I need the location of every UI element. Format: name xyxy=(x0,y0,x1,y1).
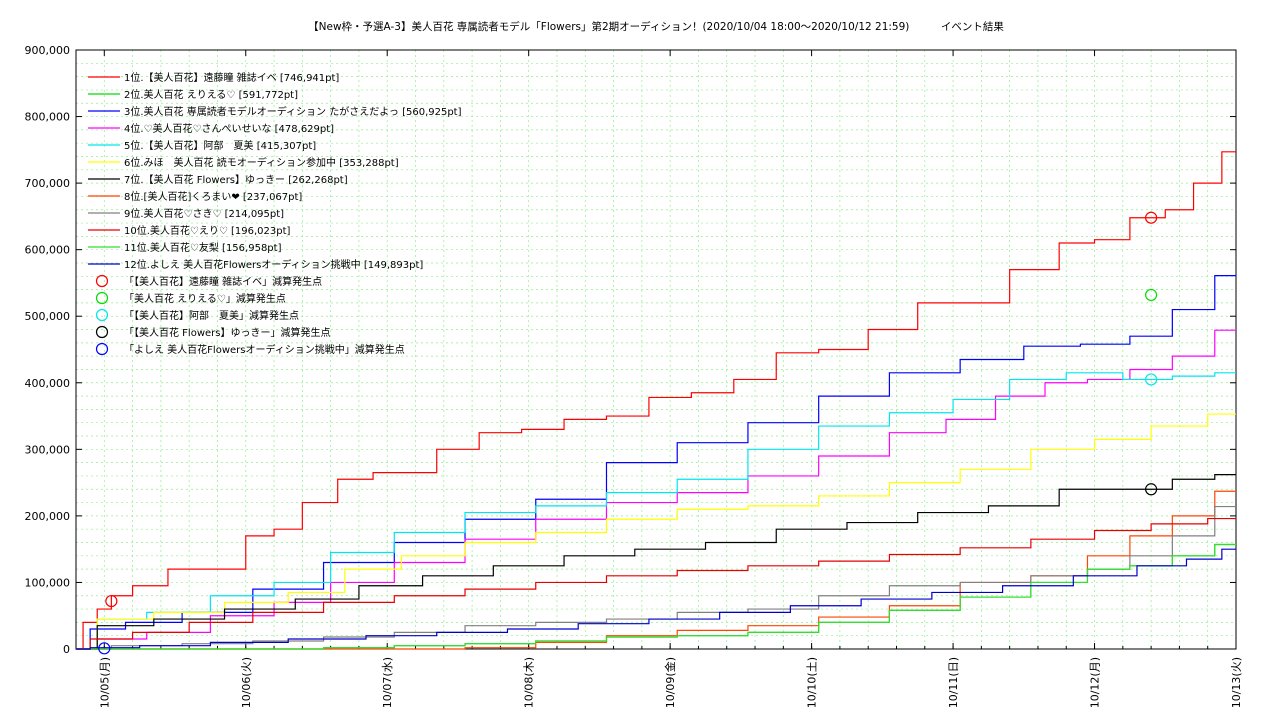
series-line-2 xyxy=(76,543,1236,650)
deduction-marker-3 xyxy=(1145,373,1158,386)
x-tick-label: 10/11(日) xyxy=(947,657,960,708)
x-tick-label: 10/05(月) xyxy=(98,657,111,708)
deduction-marker-5 xyxy=(98,642,111,655)
legend-label-8: 8位.[美人百花]くろまい❤ [237,067pt] xyxy=(124,190,302,203)
series-line-12 xyxy=(76,548,1236,650)
deduction-marker-4 xyxy=(1145,483,1158,496)
legend-label-11: 11位.美人百花♡友梨 [156,958pt] xyxy=(124,241,282,254)
legend-marker-4 xyxy=(95,325,109,339)
y-tick-label: 400,000 xyxy=(25,377,71,390)
legend-label-3: 3位.美人百花 専属読者モデルオーディション たがさえだよっ [560,925p… xyxy=(124,105,462,118)
y-tick-label: 800,000 xyxy=(25,111,71,124)
markers xyxy=(98,211,1158,655)
y-tick-label: 500,000 xyxy=(25,310,71,323)
series-line-6 xyxy=(76,413,1236,650)
series-line-1 xyxy=(76,151,1236,650)
series-line-11 xyxy=(76,543,1236,650)
legend-label-7: 7位.【美人百花 Flowers】ゆっきー [262,268pt] xyxy=(124,173,348,186)
deduction-marker-1 xyxy=(1145,211,1158,224)
legend-label-4: 4位.♡美人百花♡さんぺいせいな [478,629pt] xyxy=(124,122,334,135)
legend-marker-5 xyxy=(95,342,109,356)
legend-marker-label-1: 「【美人百花】遠藤瞳 雑誌イベ」減算発生点 xyxy=(124,275,322,288)
x-tick-label: 10/07(水) xyxy=(381,657,394,708)
legend-label-5: 5位.【美人百花】阿部 夏美 [415,307pt] xyxy=(124,139,316,152)
x-tick-label: 10/10(土) xyxy=(806,657,819,708)
legend-label-10: 10位.美人百花♡えり♡ [196,023pt] xyxy=(124,224,291,237)
legend-marker-label-2: 「美人百花 えりえる♡」減算発生点 xyxy=(124,292,286,305)
deduction-marker-2 xyxy=(1145,288,1158,302)
legend-marker-2 xyxy=(95,291,109,305)
legend-marker-label-4: 「【美人百花 Flowers】ゆっきー」減算発生点 xyxy=(124,326,330,339)
series-line-10 xyxy=(76,517,1236,650)
y-tick-label: 700,000 xyxy=(25,177,71,190)
plot-frame xyxy=(75,49,1237,650)
x-tick-label: 10/13(火) xyxy=(1230,657,1243,708)
legend-label-2: 2位.美人百花 えりえる♡ [591,772pt] xyxy=(124,88,298,101)
x-tick-label: 10/09(金) xyxy=(663,657,677,708)
y-tick-label: 600,000 xyxy=(25,244,71,257)
legend-marker-3 xyxy=(95,308,109,322)
y-tick-label: 0 xyxy=(63,643,70,656)
chart-title: 【New枠・予選A-3】美人百花 専属読者モデル「Flowers」第2期オーディ… xyxy=(308,20,1004,33)
deduction-marker-1 xyxy=(105,594,118,608)
legend-marker-label-5: 「よしえ 美人百花Flowersオーディション挑戦中」減算発生点 xyxy=(124,343,405,356)
grid-lines xyxy=(75,49,1237,650)
series-line-7 xyxy=(76,474,1236,650)
y-tick-label: 300,000 xyxy=(25,443,71,456)
legend-label-1: 1位.【美人百花】遠藤瞳 雑誌イベ [746,941pt] xyxy=(124,71,339,84)
y-tick-label: 900,000 xyxy=(25,44,71,57)
legend: 1位.【美人百花】遠藤瞳 雑誌イベ [746,941pt] 2位.美人百花 えりえ… xyxy=(88,71,462,356)
legend-label-9: 9位.美人百花♡さき♡ [214,095pt] xyxy=(124,207,284,220)
legend-label-12: 12位.よしえ 美人百花Flowersオーディション挑戦中 [149,893pt… xyxy=(124,258,423,271)
legend-marker-label-3: 「【美人百花】阿部 夏美」減算発生点 xyxy=(124,309,299,322)
x-tick-label: 10/06(火) xyxy=(240,657,253,708)
series-line-4 xyxy=(76,329,1236,650)
x-tick-label: 10/12(月) xyxy=(1089,657,1102,708)
y-tick-label: 100,000 xyxy=(25,576,71,589)
axes: 0 100,000 200,000 300,000 400,000 500,000 600,… xyxy=(25,44,1244,708)
legend-marker-1 xyxy=(95,274,109,288)
legend-label-6: 6位.みほ 美人百花 読モオーディション参加中 [353,288pt] xyxy=(124,156,399,169)
series-line-5 xyxy=(76,372,1236,650)
y-tick-label: 200,000 xyxy=(25,510,71,523)
series-lines xyxy=(76,151,1236,650)
series-line-8 xyxy=(76,490,1236,650)
series-line-9 xyxy=(76,505,1236,650)
x-tick-label: 10/08(木) xyxy=(523,657,536,708)
series-line-3 xyxy=(76,275,1236,650)
